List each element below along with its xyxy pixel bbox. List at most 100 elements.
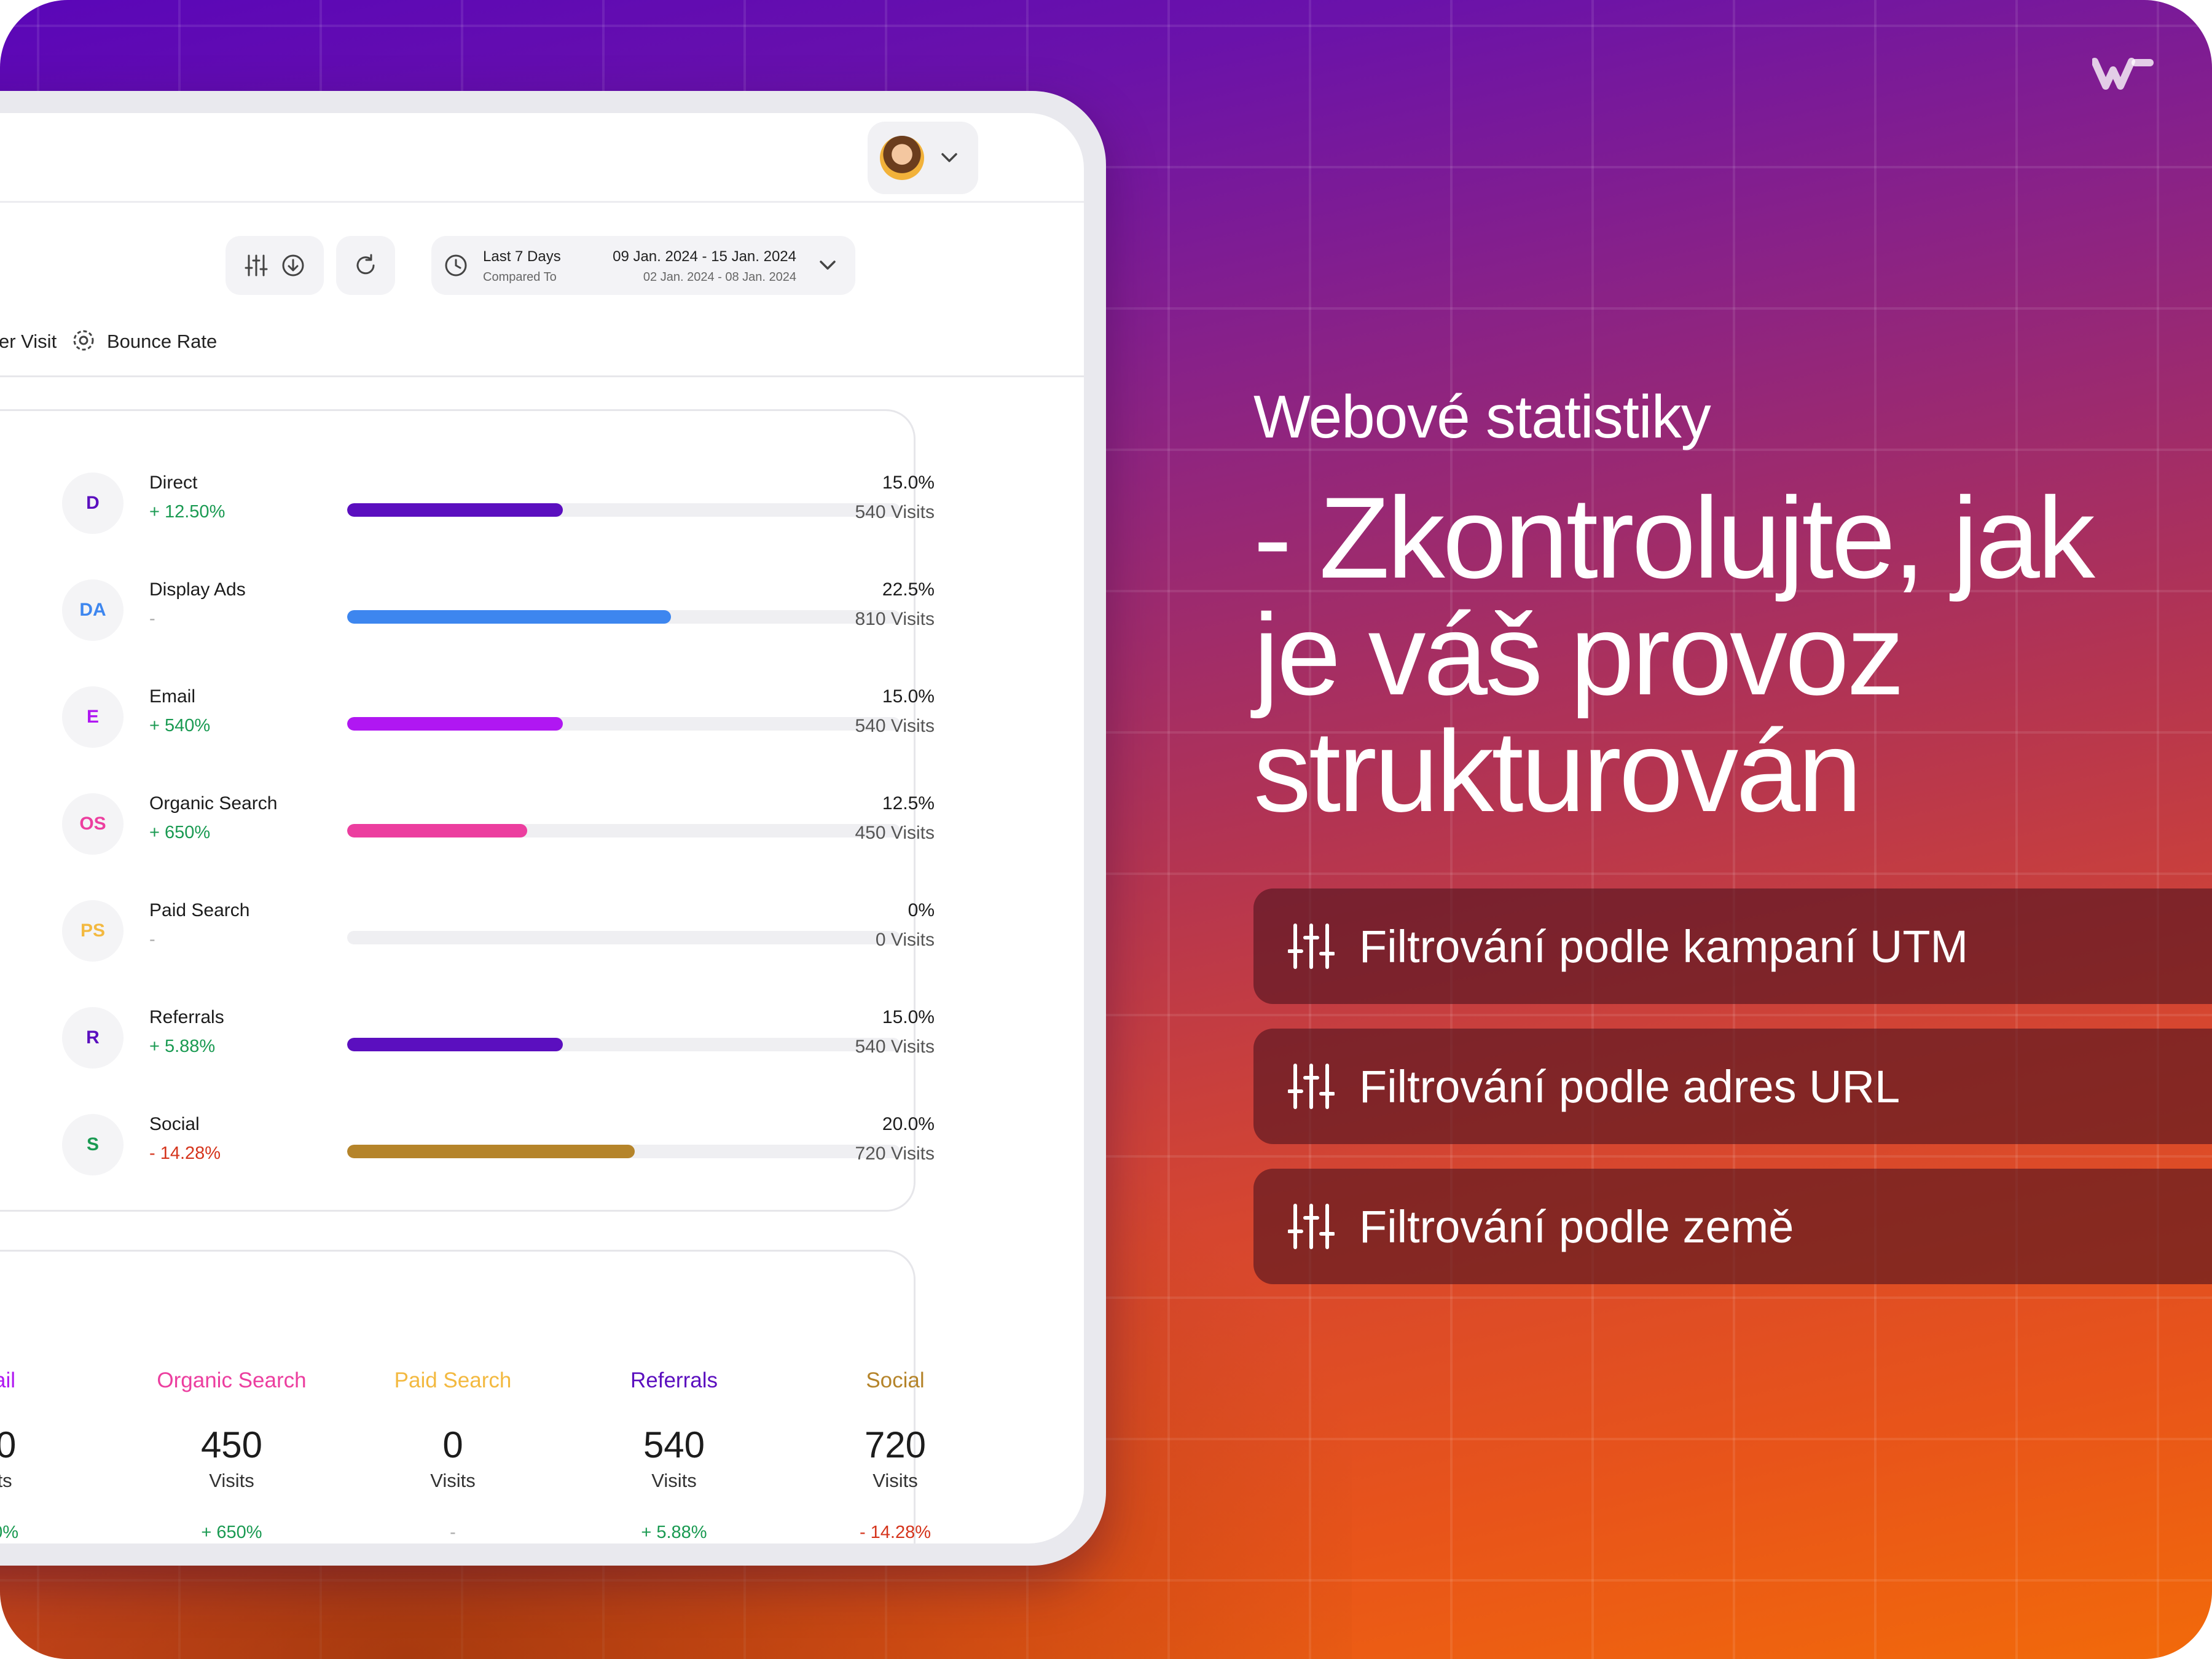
- bounce-rate-icon: [73, 330, 94, 351]
- channel-change: + 650%: [149, 823, 211, 842]
- channel-row[interactable]: PS Paid Search - 0% 0 Visits: [0, 883, 935, 969]
- channel-visits: 810 Visits: [855, 609, 935, 629]
- summary-name: mail: [0, 1368, 16, 1392]
- channel-row[interactable]: DA Display Ads - 22.5% 810 Visits: [0, 562, 935, 648]
- promo-headline: - Zkontrolujte, jak je váš provoz strukt…: [1253, 479, 2175, 830]
- tablet-frame: Last 7 Days Compared To 09 Jan. 2024 - 1…: [0, 91, 1106, 1566]
- compare-label: Compared To: [483, 270, 557, 284]
- feature-country-filter: Filtrování podle země: [1253, 1169, 2212, 1284]
- dashboard-screen: Last 7 Days Compared To 09 Jan. 2024 - 1…: [0, 113, 1084, 1543]
- channel-visits: 450 Visits: [855, 823, 935, 843]
- channel-percent: 15.0%: [882, 1007, 935, 1027]
- sliders-icon: [1288, 1204, 1335, 1249]
- summary-column: Organic Search 450 Visits + 650%: [133, 1368, 330, 1543]
- summary-unit: Visits: [651, 1470, 697, 1491]
- channel-badge: OS: [62, 793, 124, 855]
- channel-name: Organic Search: [149, 793, 278, 814]
- channel-change: -: [149, 930, 155, 949]
- refresh-button[interactable]: [336, 236, 395, 295]
- date-range-value: 09 Jan. 2024 - 15 Jan. 2024: [613, 248, 796, 265]
- channel-bar-track: [347, 931, 900, 944]
- channel-percent: 12.5%: [882, 793, 935, 814]
- chevron-down-icon: [820, 261, 836, 270]
- channel-bar-track: [347, 610, 900, 624]
- tab-pages-per-visit[interactable]: er Visit: [0, 331, 57, 352]
- channel-badge: PS: [62, 900, 124, 962]
- channel-bar-fill: [347, 1038, 563, 1051]
- download-icon: [282, 254, 304, 276]
- channel-name: Display Ads: [149, 579, 246, 600]
- summary-name: Organic Search: [157, 1368, 307, 1392]
- summary-name: Referrals: [630, 1368, 718, 1392]
- channel-row[interactable]: D Direct + 12.50% 15.0% 540 Visits: [0, 455, 935, 541]
- date-range-picker[interactable]: Last 7 Days Compared To 09 Jan. 2024 - 1…: [431, 236, 855, 295]
- channel-badge: S: [62, 1114, 124, 1175]
- filter-download-button[interactable]: [226, 236, 324, 295]
- refresh-icon: [356, 254, 375, 275]
- feature-url-filter: Filtrování podle adres URL: [1253, 1029, 2212, 1144]
- channel-badge: DA: [62, 579, 124, 641]
- headline-line: je váš provoz: [1253, 590, 1905, 719]
- channel-bar-fill: [347, 824, 527, 837]
- avatar: [880, 136, 924, 180]
- summary-change: 540%: [0, 1523, 19, 1542]
- channel-bar-track: [347, 717, 900, 731]
- channel-percent: 22.5%: [882, 579, 935, 600]
- summary-unit: isits: [0, 1470, 12, 1491]
- summary-card: mail 40 isits 540% Organic Search 450 Vi…: [0, 1250, 931, 1543]
- channel-badge: D: [62, 473, 124, 534]
- headline-line: - Zkontrolujte, jak: [1253, 473, 2095, 602]
- summary-change: + 5.88%: [641, 1523, 707, 1542]
- feature-utm-filter: Filtrování podle kampaní UTM: [1253, 888, 2212, 1004]
- summary-unit: Visits: [430, 1470, 476, 1491]
- chevron-down-icon: [941, 153, 957, 162]
- summary-column: Social 720 Visits - 14.28%: [797, 1368, 994, 1543]
- summary-value: 0: [442, 1424, 463, 1465]
- tab-bounce-rate[interactable]: Bounce Rate: [107, 331, 218, 352]
- channel-percent: 20.0%: [882, 1114, 935, 1134]
- sliders-icon: [1288, 1064, 1335, 1109]
- channel-bar-track: [347, 1038, 900, 1051]
- channel-bar-fill: [347, 717, 563, 731]
- channel-name: Direct: [149, 473, 198, 493]
- summary-value: 540: [643, 1424, 705, 1465]
- channel-bar-fill: [347, 503, 563, 517]
- date-range-label: Last 7 Days: [483, 248, 561, 265]
- channel-percent: 15.0%: [882, 473, 935, 493]
- channel-row[interactable]: R Referrals + 5.88% 15.0% 540 Visits: [0, 990, 935, 1076]
- summary-value: 40: [0, 1424, 17, 1465]
- channels-card: D Direct + 12.50% 15.0% 540 Visits DA Di…: [0, 409, 935, 1212]
- summary-change: -: [450, 1523, 456, 1542]
- brand-logo-icon: [2092, 58, 2154, 90]
- channel-row[interactable]: E Email + 540% 15.0% 540 Visits: [0, 669, 935, 755]
- channel-percent: 15.0%: [882, 686, 935, 707]
- summary-column: Referrals 540 Visits + 5.88%: [576, 1368, 772, 1543]
- channel-row[interactable]: S Social - 14.28% 20.0% 720 Visits: [0, 1097, 935, 1183]
- channel-change: + 540%: [149, 716, 211, 735]
- channel-badge: R: [62, 1007, 124, 1069]
- summary-name: Social: [866, 1368, 925, 1392]
- clock-icon: [445, 254, 467, 276]
- summary-value: 720: [864, 1424, 927, 1465]
- profile-menu[interactable]: [868, 122, 978, 194]
- metric-tabs: er Visit Bounce Rate: [0, 304, 1084, 377]
- feature-label: Filtrování podle země: [1359, 1201, 1794, 1252]
- channel-visits: 540 Visits: [855, 1037, 935, 1057]
- summary-column: mail 40 isits 540%: [0, 1368, 94, 1543]
- channel-name: Social: [149, 1114, 200, 1134]
- summary-value: 450: [200, 1424, 263, 1465]
- channel-row[interactable]: OS Organic Search + 650% 12.5% 450 Visit…: [0, 776, 935, 862]
- channel-bar-track: [347, 503, 900, 517]
- channel-name: Referrals: [149, 1007, 224, 1027]
- summary-column: Paid Search 0 Visits -: [355, 1368, 551, 1543]
- channel-visits: 720 Visits: [855, 1143, 935, 1164]
- promo-subtitle: Webové statistiky: [1253, 383, 1711, 450]
- channel-badge: E: [62, 686, 124, 748]
- compare-range-value: 02 Jan. 2024 - 08 Jan. 2024: [643, 270, 796, 284]
- channel-visits: 0 Visits: [875, 930, 935, 950]
- channel-change: -: [149, 609, 155, 629]
- sliders-icon: [245, 254, 268, 276]
- feature-label: Filtrování podle adres URL: [1359, 1061, 1900, 1112]
- summary-change: - 14.28%: [859, 1523, 931, 1542]
